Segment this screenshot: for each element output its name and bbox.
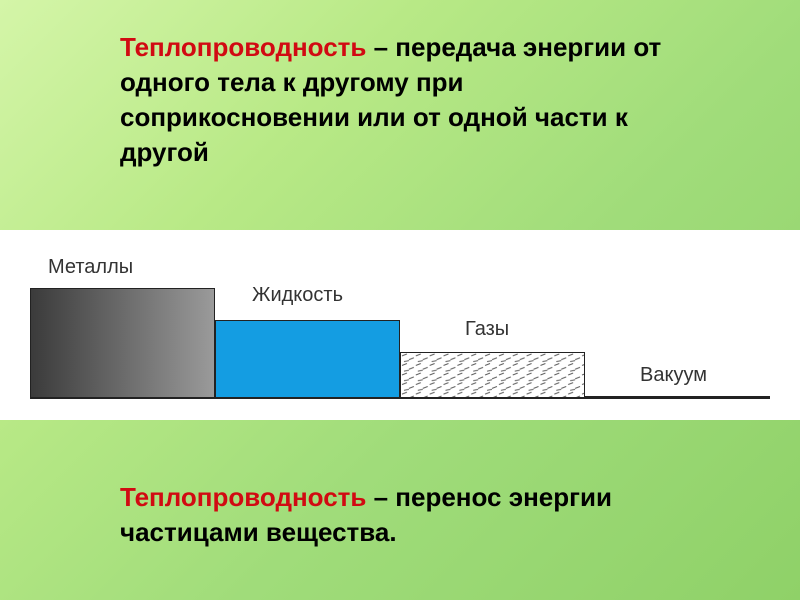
definition-bottom: Теплопроводность – перенос энергии части… (120, 480, 680, 550)
gas-pattern-icon (401, 353, 584, 397)
definition-top: Теплопроводность – передача энергии от о… (120, 30, 680, 170)
definition-top-term: Теплопроводность (120, 32, 366, 62)
definition-bottom-term: Теплопроводность (120, 482, 366, 512)
bar-label-metals: Металлы (48, 256, 133, 279)
conductivity-chart: Металлы Жидкость Газы Вакуум (30, 242, 770, 408)
bar-liquid (215, 320, 400, 398)
bar-metals (30, 288, 215, 398)
bar-gases (400, 352, 585, 398)
bar-label-vacuum: Вакуум (640, 364, 707, 387)
chart-baseline (30, 397, 770, 399)
bar-label-liquid: Жидкость (252, 284, 343, 307)
bar-label-gases: Газы (465, 318, 509, 341)
conductivity-chart-strip: Металлы Жидкость Газы Вакуум (0, 230, 800, 420)
